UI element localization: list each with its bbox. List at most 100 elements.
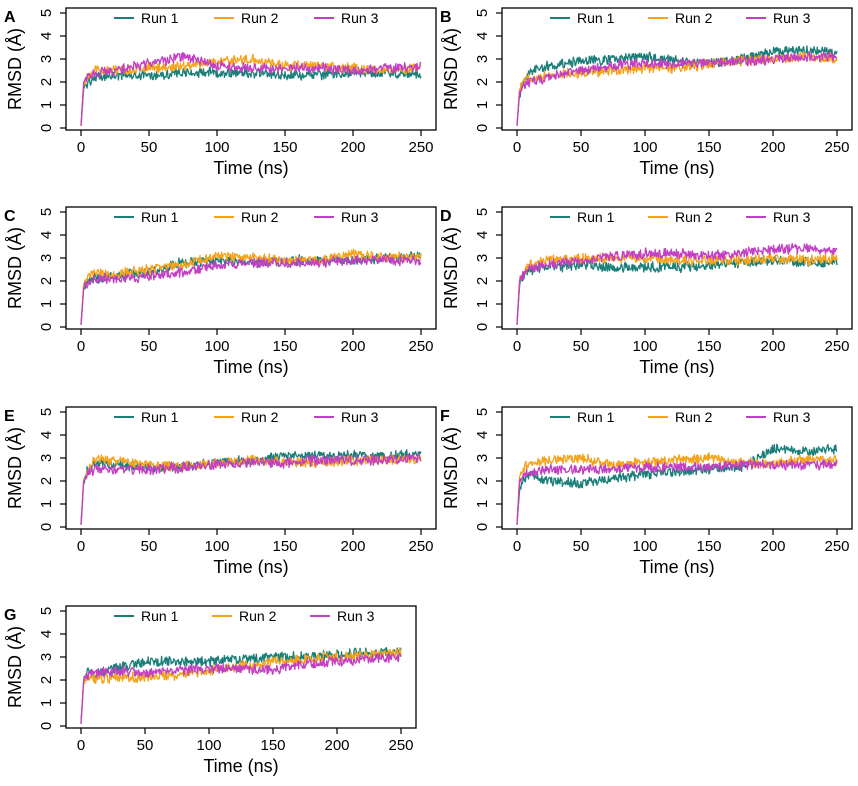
y-tick-label: 2: [474, 277, 491, 285]
y-tick-label: 2: [38, 477, 55, 485]
legend-label: Run 1: [577, 409, 615, 425]
y-tick-label: 3: [38, 254, 55, 262]
panel-letter: C: [4, 208, 16, 225]
y-tick-label: 1: [474, 300, 491, 308]
series-line-run-3: [516, 459, 838, 525]
y-tick-label: 5: [474, 408, 491, 416]
x-tick-label: 250: [408, 338, 433, 355]
legend-label: Run 3: [341, 409, 379, 425]
legend-label: Run 3: [341, 209, 379, 225]
legend-label: Run 3: [773, 409, 811, 425]
x-tick-label: 150: [696, 139, 721, 156]
legend-label: Run 2: [241, 10, 279, 26]
series-line-run-1: [516, 45, 838, 126]
x-tick-label: 0: [513, 338, 521, 355]
y-axis-title: RMSD (Å): [441, 427, 461, 509]
series-line-run-3: [80, 653, 402, 724]
y-tick-label: 0: [38, 722, 55, 730]
x-tick-label: 250: [824, 538, 849, 555]
series-line-run-1: [80, 251, 422, 325]
plot-frame: [501, 406, 853, 530]
y-axis-title: RMSD (Å): [441, 227, 461, 309]
y-tick-label: 0: [474, 323, 491, 331]
x-tick-label: 0: [77, 737, 85, 754]
y-tick-label: 3: [474, 55, 491, 63]
x-tick-label: 50: [573, 139, 590, 156]
x-tick-label: 200: [760, 538, 785, 555]
panel-letter: G: [4, 607, 16, 624]
x-axis-title: Time (ns): [213, 158, 288, 178]
y-tick-label: 1: [474, 101, 491, 109]
y-axis-title: RMSD (Å): [5, 227, 25, 309]
legend-label: Run 3: [337, 608, 375, 624]
y-axis-title: RMSD (Å): [5, 28, 25, 110]
x-axis-title: Time (ns): [203, 756, 278, 776]
plot-frame: [65, 406, 437, 530]
plot-frame: [65, 605, 417, 729]
y-tick-label: 3: [38, 55, 55, 63]
series-line-run-3: [516, 242, 838, 325]
legend-label: Run 2: [241, 209, 279, 225]
x-tick-label: 50: [141, 538, 158, 555]
y-tick-label: 5: [38, 9, 55, 17]
x-tick-label: 100: [204, 139, 229, 156]
legend-label: Run 1: [141, 209, 179, 225]
legend-label: Run 2: [675, 10, 713, 26]
plot-frame: [501, 206, 853, 330]
x-tick-label: 150: [696, 538, 721, 555]
plot-frame: [65, 206, 437, 330]
x-axis-title: Time (ns): [639, 557, 714, 577]
x-tick-label: 250: [388, 737, 413, 754]
legend-label: Run 1: [577, 209, 615, 225]
y-tick-label: 5: [474, 208, 491, 216]
series-line-run-2: [80, 453, 422, 525]
legend-label: Run 3: [341, 10, 379, 26]
y-tick-label: 5: [38, 208, 55, 216]
panel-letter: A: [4, 9, 16, 26]
series-line-run-3: [80, 453, 422, 525]
y-tick-label: 4: [474, 231, 491, 239]
x-tick-label: 100: [204, 338, 229, 355]
x-tick-label: 150: [272, 139, 297, 156]
x-tick-label: 50: [573, 338, 590, 355]
legend-label: Run 3: [773, 10, 811, 26]
x-tick-label: 100: [632, 538, 657, 555]
y-tick-label: 0: [38, 124, 55, 132]
x-tick-label: 250: [408, 538, 433, 555]
y-tick-label: 3: [38, 454, 55, 462]
y-tick-label: 1: [474, 500, 491, 508]
x-tick-label: 250: [824, 139, 849, 156]
y-tick-label: 5: [38, 607, 55, 615]
y-tick-label: 0: [474, 124, 491, 132]
plot-frame: [501, 7, 853, 131]
y-tick-label: 4: [38, 630, 55, 638]
y-tick-label: 2: [474, 78, 491, 86]
x-tick-label: 200: [760, 338, 785, 355]
series-line-run-1: [516, 255, 838, 325]
x-tick-label: 200: [340, 139, 365, 156]
x-tick-label: 0: [77, 538, 85, 555]
y-tick-label: 3: [38, 653, 55, 661]
series-line-run-1: [80, 66, 422, 126]
x-tick-label: 150: [272, 538, 297, 555]
series-line-run-2: [516, 251, 838, 325]
x-tick-label: 0: [77, 338, 85, 355]
x-tick-label: 50: [573, 538, 590, 555]
y-tick-label: 3: [474, 254, 491, 262]
x-tick-label: 200: [340, 338, 365, 355]
y-tick-label: 4: [474, 32, 491, 40]
x-axis-title: Time (ns): [639, 158, 714, 178]
legend-label: Run 1: [141, 608, 179, 624]
y-axis-title: RMSD (Å): [5, 626, 25, 708]
y-tick-label: 1: [38, 300, 55, 308]
legend-label: Run 1: [141, 409, 179, 425]
y-tick-label: 2: [38, 676, 55, 684]
y-tick-label: 3: [474, 454, 491, 462]
legend-label: Run 2: [675, 209, 713, 225]
